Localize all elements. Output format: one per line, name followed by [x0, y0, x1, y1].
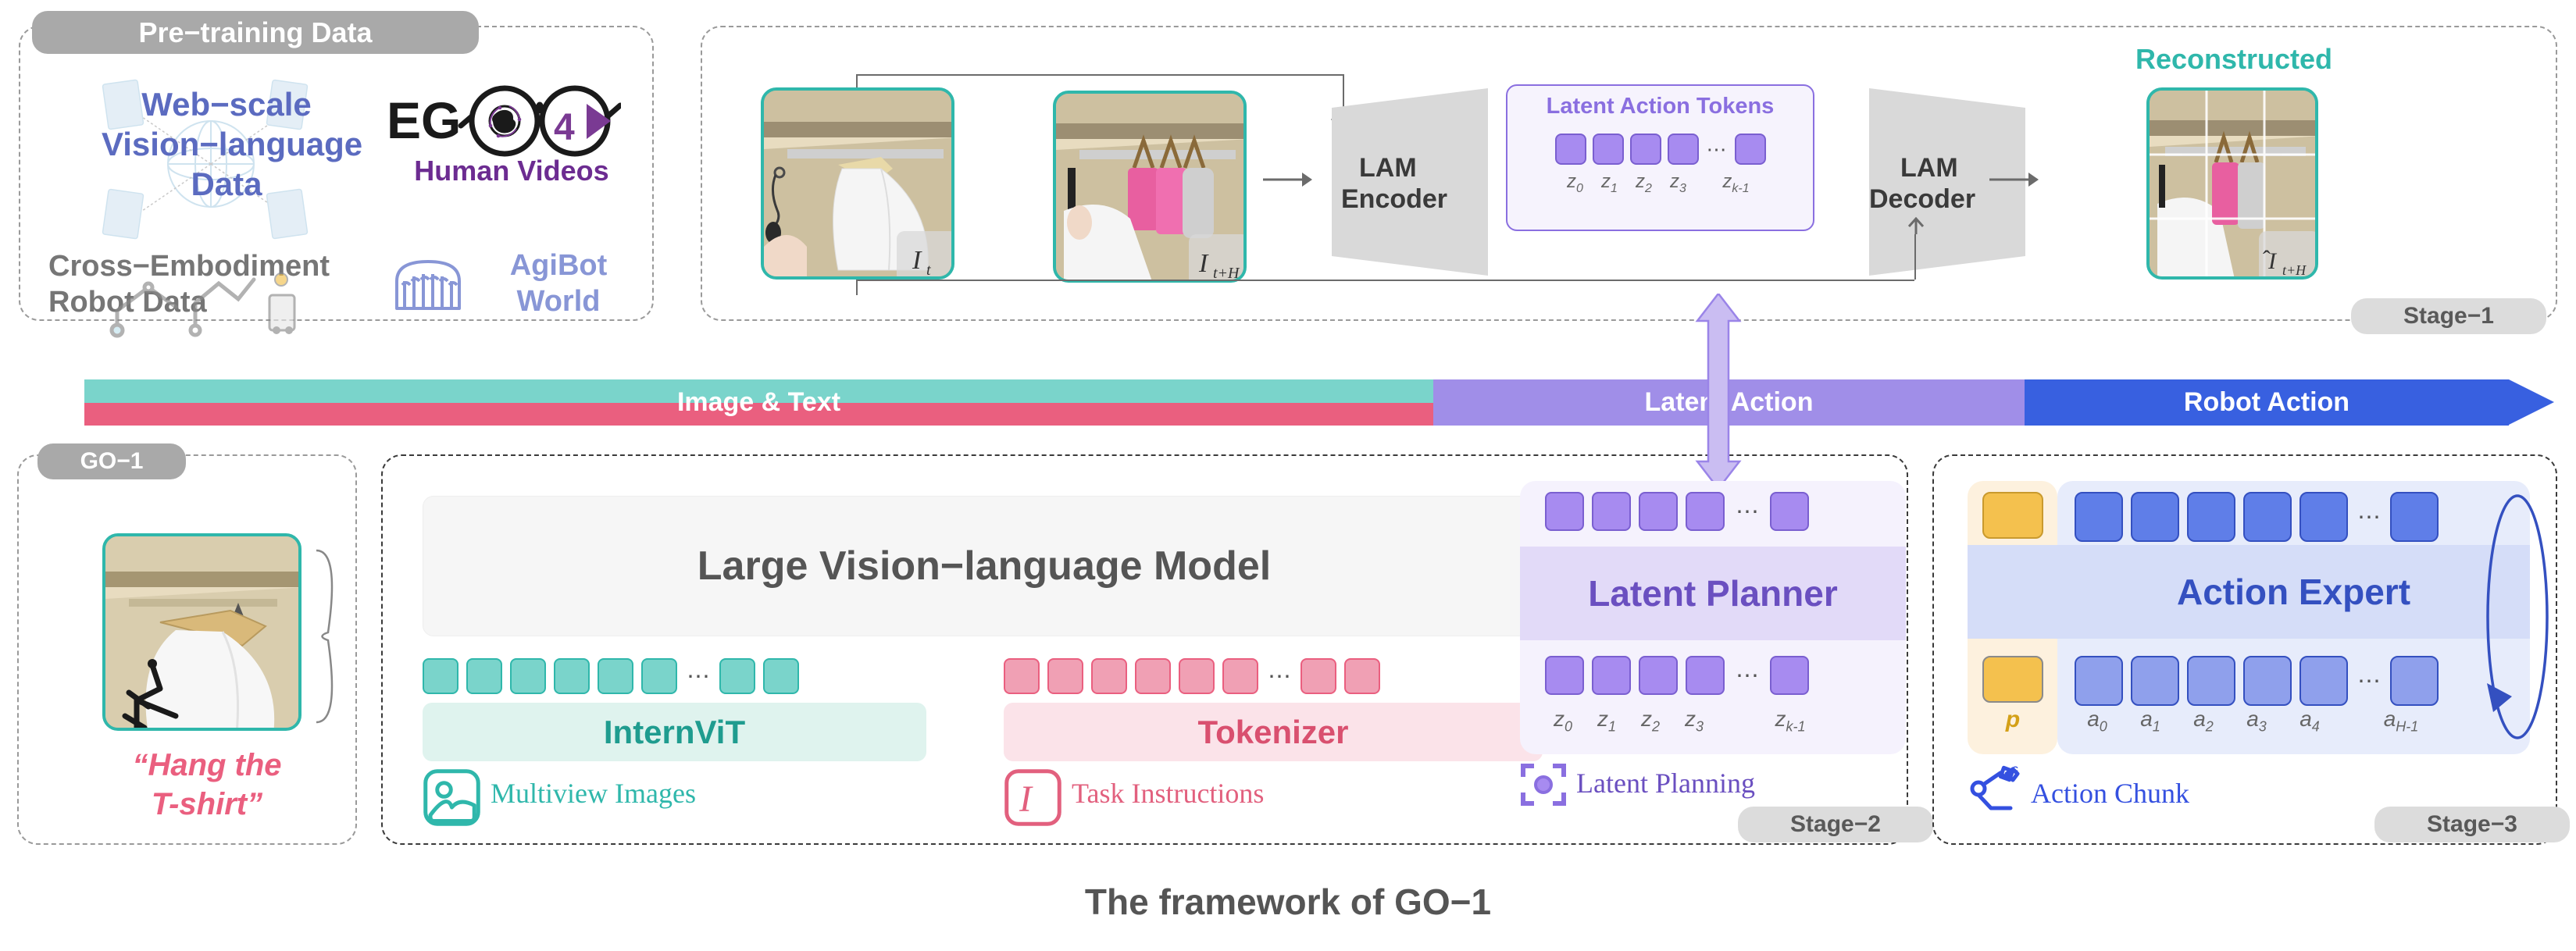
svg-text:C: C [2012, 765, 2018, 775]
svg-text:Decoder: Decoder [1869, 184, 1975, 214]
svg-text:I: I [1198, 249, 1209, 278]
svg-text:I: I [1019, 779, 1033, 820]
svg-text:LAM: LAM [1359, 153, 1417, 183]
svg-text:EG: EG [387, 91, 461, 149]
svg-text:4: 4 [554, 107, 575, 148]
svg-text:Encoder: Encoder [1341, 184, 1447, 214]
svg-text:t+H: t+H [2282, 262, 2307, 278]
svg-text:t: t [926, 262, 931, 279]
svg-text:LAM: LAM [1900, 153, 1958, 183]
svg-text:I: I [912, 246, 922, 275]
